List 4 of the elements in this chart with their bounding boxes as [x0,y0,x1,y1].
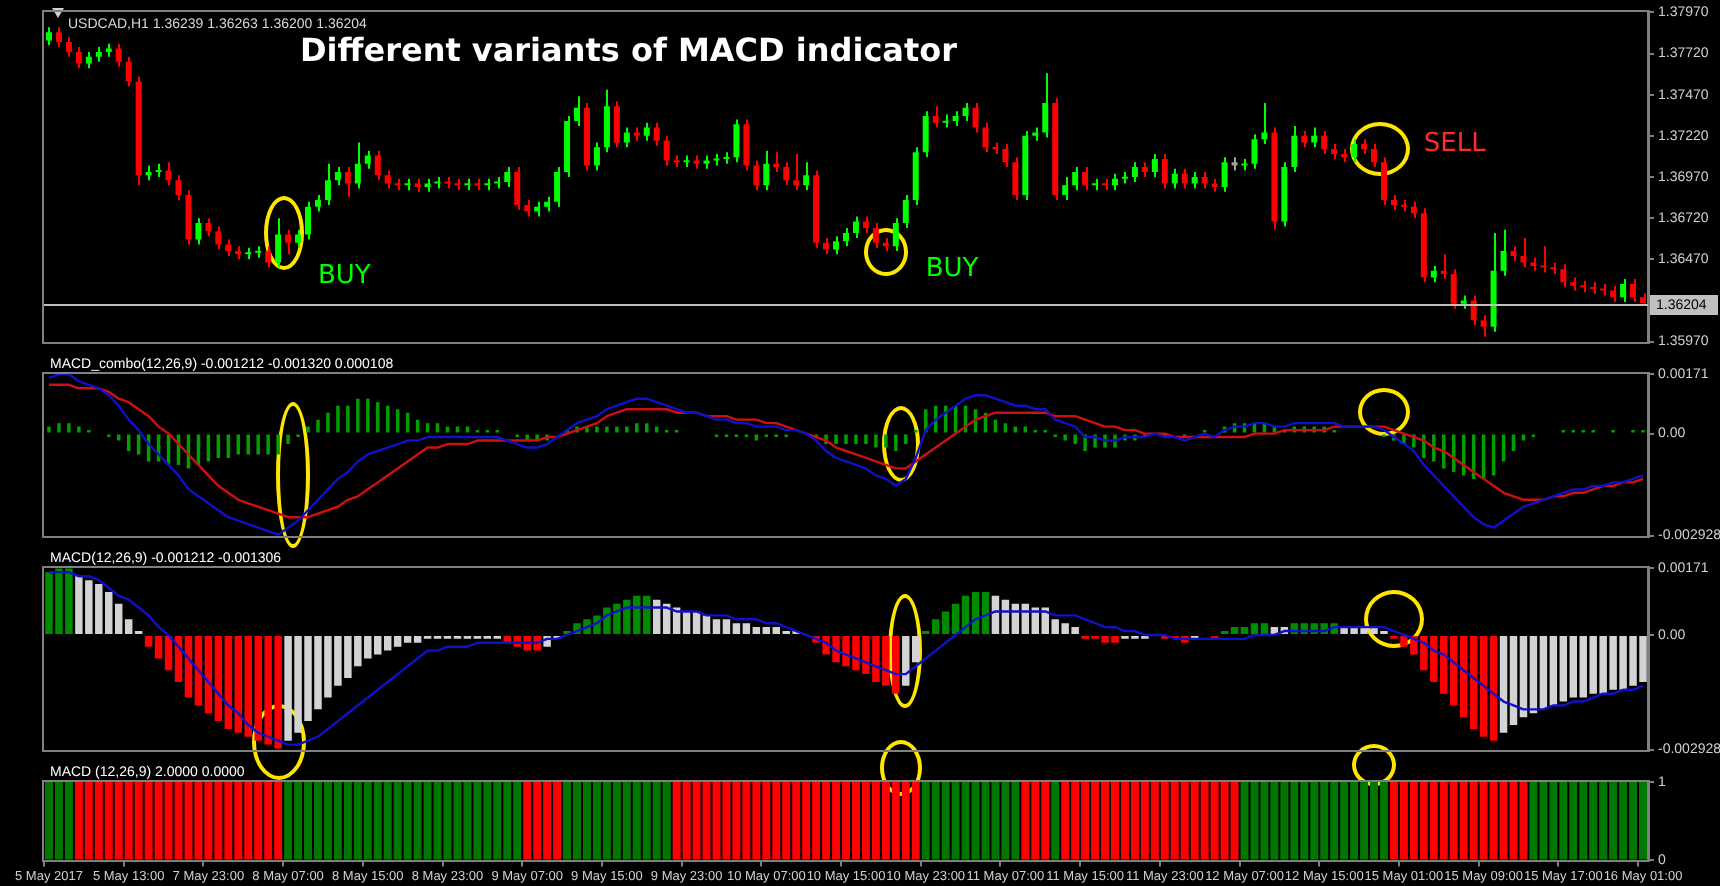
annotation: BUY [925,253,979,284]
annotation: BUY [317,260,371,291]
annotation: SELL [1423,128,1488,159]
text: Different variants of MACD indicator [300,30,958,69]
